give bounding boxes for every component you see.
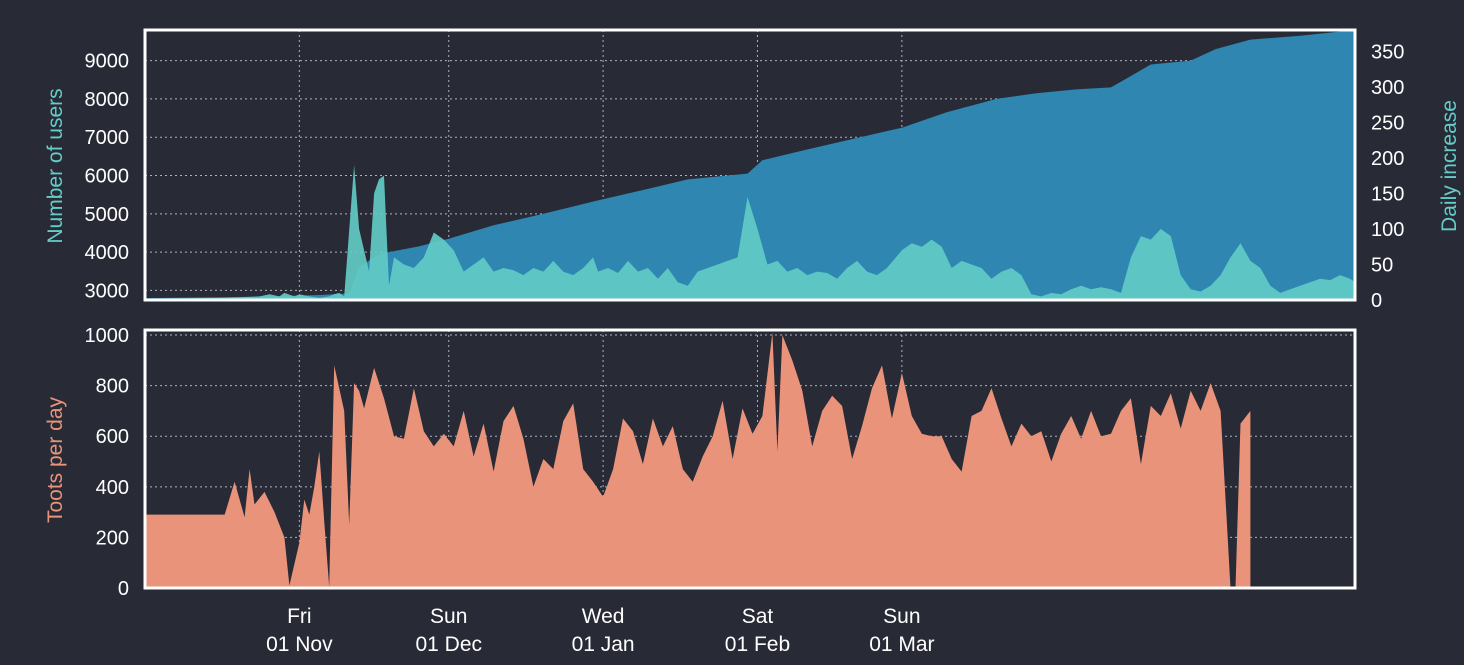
y2-tick-label: 100 [1371, 219, 1404, 241]
y-tick-label: 0 [118, 578, 129, 600]
y2-tick-label: 200 [1371, 148, 1404, 170]
y-tick-label: 9000 [85, 51, 130, 73]
y2-tick-label: 150 [1371, 183, 1404, 205]
y-tick-label: 200 [96, 527, 129, 549]
y-tick-label: 4000 [85, 242, 130, 264]
y-tick-label: 3000 [85, 280, 130, 302]
daily-increase-axis-label: Daily increase [1438, 100, 1461, 232]
x-tick-date: 01 Nov [266, 633, 333, 656]
x-tick-weekday: Sun [883, 605, 920, 628]
users-axis-ticks: 3000 4000 5000 6000 7000 8000 9000 [85, 51, 130, 303]
x-tick-weekday: Sun [430, 605, 467, 628]
y-tick-label: 400 [96, 477, 129, 499]
y2-tick-label: 50 [1371, 254, 1393, 276]
date-axis-ticks: Fri 01 Nov Sun 01 Dec Wed 01 Jan Sat 01 Feb Sun 0… [266, 605, 934, 656]
top-panel-frame [143, 28, 1357, 302]
y-tick-label: 600 [96, 426, 129, 448]
x-tick-weekday: Fri [287, 605, 312, 628]
toots-axis-ticks: 0 200 400 600 800 1000 [85, 325, 130, 600]
users-area [145, 30, 1355, 300]
y2-tick-label: 250 [1371, 112, 1404, 134]
x-tick-weekday: Wed [582, 605, 625, 628]
y-tick-label: 800 [96, 376, 129, 398]
x-tick-date: 01 Jan [572, 633, 635, 656]
bottom-panel: 0 200 400 600 800 1000 Toots per day Fri 01 No… [44, 325, 1357, 656]
x-tick-date: 01 Dec [415, 633, 482, 656]
y-tick-label: 7000 [85, 127, 130, 149]
y-tick-label: 1000 [85, 325, 130, 347]
top-panel: 3000 4000 5000 6000 7000 8000 9000 0 50 100 150 20… [44, 28, 1461, 312]
x-tick-weekday: Sat [742, 605, 774, 628]
y2-tick-label: 350 [1371, 41, 1404, 63]
toots-axis-label: Toots per day [44, 396, 67, 523]
y2-tick-label: 300 [1371, 77, 1404, 99]
bottom-panel-frame [143, 328, 1357, 590]
y-tick-label: 6000 [85, 166, 130, 188]
x-tick-date: 01 Mar [869, 633, 934, 656]
toots-area [145, 332, 1251, 588]
daily-increase-area [145, 165, 1355, 300]
y-tick-label: 5000 [85, 204, 130, 226]
daily-increase-axis-ticks: 0 50 100 150 200 250 300 350 [1371, 41, 1404, 312]
users-axis-label: Number of users [44, 88, 67, 243]
y2-tick-label: 0 [1371, 290, 1382, 312]
y-tick-label: 8000 [85, 89, 130, 111]
x-tick-date: 01 Feb [725, 633, 790, 656]
